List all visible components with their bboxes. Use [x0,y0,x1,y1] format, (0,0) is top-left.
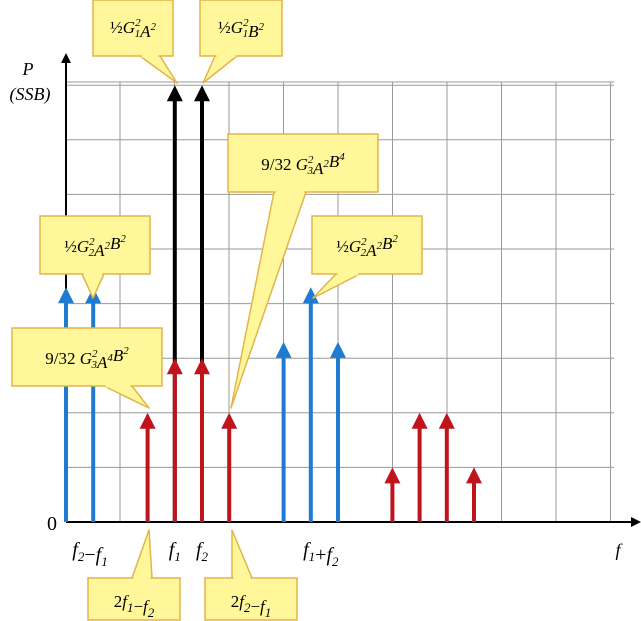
spectral-line-blue [275,341,292,522]
callout-text: 9/32 G2 3A4B2 [45,345,129,372]
y-axis-label: P [22,59,34,79]
callout-text: ½G2 2A2B2 [336,233,398,260]
spectral-line-blue [302,287,319,522]
callout-label: 9/32 G2 3A2B4 [227,133,379,409]
callout-text: 2f1−f2 [114,592,155,620]
callout-label: 9/32 G2 3A4B2 [11,327,163,409]
callouts: ½G2 1A2 ½G2 1B2 9/32 G2 3A2B4 ½G2 2A2B2 ½G2 2A2B2… [11,0,423,621]
callout-label: ½G2 1A2 [92,0,178,84]
spectral-line-red [139,412,156,522]
callout-label: ½G2 2A2B2 [311,215,423,299]
callout-text: 9/32 G2 3A2B4 [261,151,345,178]
y-origin-label: 0 [47,513,57,535]
callout-text: 2f2−f1 [231,592,272,620]
spectral-line-red [384,467,401,522]
spectral-line-red [438,412,455,522]
x-axis-label: f [615,540,623,560]
callout-label: 2f2−f1 [204,529,298,621]
callout-text: ½G2 1A2 [110,17,156,41]
callout-label: ½G2 1B2 [199,0,283,84]
spectral-line-red [221,412,238,522]
spectral-line-red [411,412,428,522]
spectral-line-blue [85,287,102,522]
x-tick-label: f2−f1 [72,539,107,569]
spectral-line-blue [330,341,346,522]
axes [61,53,641,527]
axis-labels: P (SSB) 0 f f2−f1 f1 f2 f1+f2 [10,59,624,569]
x-tick-label: f1 [169,539,181,564]
x-tick-label: f2 [196,539,209,564]
y-axis-unit-label: (SSB) [10,84,51,105]
x-tick-label: f1+f2 [303,539,339,569]
spectral-line-red [194,358,210,522]
spectral-line-red [466,467,482,522]
callout-label: ½G2 2A2B2 [39,215,151,299]
callout-label: 2f1−f2 [87,529,181,621]
spectral-line-red [166,358,183,522]
callout-text: ½G2 1B2 [218,17,264,41]
callout-text: ½G2 2A2B2 [64,233,126,260]
spectral-line-blue [58,287,74,522]
